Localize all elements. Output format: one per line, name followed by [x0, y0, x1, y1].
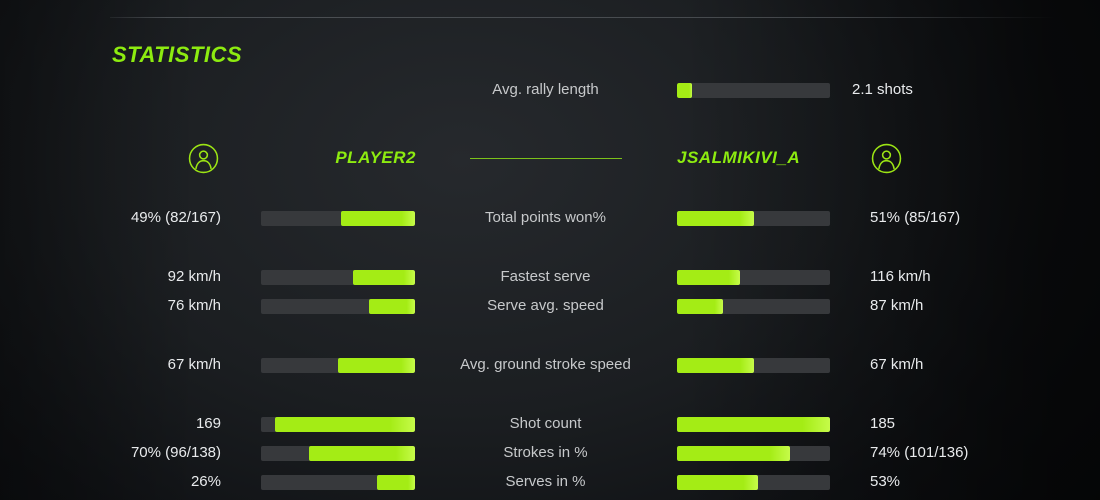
right-player-value: 53% [870, 473, 901, 490]
left-bar-fill [376, 475, 415, 490]
stat-row-serves-in-pct: 26% Serves in % 53% [0, 470, 1100, 494]
left-player-bar [261, 446, 415, 461]
avg-rally-length-label: Avg. rally length [492, 81, 599, 98]
left-player-value: 67 km/h [167, 356, 221, 373]
left-player-bar [261, 475, 415, 490]
right-bar-fill [677, 475, 759, 490]
left-player-bar [261, 417, 415, 432]
stat-row-serve-avg-speed: 76 km/h Serve avg. speed 87 km/h [0, 294, 1100, 318]
left-bar-fill [308, 446, 415, 461]
left-player-bar [261, 358, 415, 373]
left-bar-fill [274, 417, 415, 432]
stat-label: Fastest serve [500, 268, 591, 285]
players-divider-line [470, 158, 622, 159]
stat-row-total-points-won: 49% (82/167) Total points won% 51% (85/1… [0, 206, 1100, 230]
top-divider-line [110, 17, 1055, 18]
left-bar-fill [341, 211, 415, 226]
left-player-value: 26% [190, 473, 221, 490]
stat-label: Total points won% [485, 209, 606, 226]
stat-label: Serve avg. speed [487, 297, 604, 314]
right-bar-fill [677, 270, 740, 285]
stat-label: Serves in % [505, 473, 586, 490]
stat-row-fastest-serve: 92 km/h Fastest serve 116 km/h [0, 265, 1100, 289]
left-player-value: 76 km/h [167, 297, 221, 314]
right-bar-fill [677, 211, 754, 226]
left-bar-fill [353, 270, 415, 285]
left-player-value: 70% (96/138) [130, 444, 221, 461]
right-player-bar [677, 358, 830, 373]
players-header: PLAYER2 JSALMIKIVI_A [0, 142, 1100, 178]
stat-label: Avg. ground stroke speed [460, 356, 631, 373]
left-player-bar [261, 211, 415, 226]
stat-row-avg-ground-stroke-speed: 67 km/h Avg. ground stroke speed 67 km/h [0, 353, 1100, 377]
stat-label: Shot count [509, 415, 582, 432]
avg-rally-length-row: Avg. rally length 2.1 shots [0, 78, 1100, 102]
stat-row-strokes-in-pct: 70% (96/138) Strokes in % 74% (101/136) [0, 441, 1100, 465]
left-player-value: 92 km/h [167, 268, 221, 285]
avg-rally-length-bar [677, 83, 830, 98]
stat-label: Strokes in % [503, 444, 588, 461]
left-player-bar [261, 270, 415, 285]
player-right-name: JSALMIKIVI_A [677, 148, 801, 167]
right-player-value: 51% (85/167) [870, 209, 961, 226]
right-player-value: 87 km/h [870, 297, 924, 314]
stat-row-shot-count: 169 Shot count 185 [0, 412, 1100, 436]
right-player-bar [677, 417, 830, 432]
avg-rally-length-bar-fill [677, 83, 693, 98]
user-icon [188, 143, 219, 174]
right-player-bar [677, 299, 830, 314]
right-player-bar [677, 475, 830, 490]
left-bar-fill [338, 358, 415, 373]
right-player-value: 185 [870, 415, 896, 432]
left-bar-fill [368, 299, 415, 314]
right-bar-fill [677, 446, 791, 461]
right-bar-fill [677, 358, 754, 373]
left-player-value: 169 [195, 415, 221, 432]
right-player-value: 116 km/h [870, 268, 931, 285]
user-icon [871, 143, 902, 174]
left-player-bar [261, 299, 415, 314]
avg-rally-length-value: 2.1 shots [852, 81, 913, 98]
right-bar-fill [677, 417, 830, 432]
right-player-value: 67 km/h [870, 356, 924, 373]
right-player-bar [677, 446, 830, 461]
right-bar-fill [677, 299, 723, 314]
page-title: STATISTICS [112, 42, 243, 67]
right-player-value: 74% (101/136) [870, 444, 969, 461]
left-player-value: 49% (82/167) [130, 209, 221, 226]
right-player-bar [677, 270, 830, 285]
right-player-bar [677, 211, 830, 226]
player-left-name: PLAYER2 [335, 148, 416, 167]
